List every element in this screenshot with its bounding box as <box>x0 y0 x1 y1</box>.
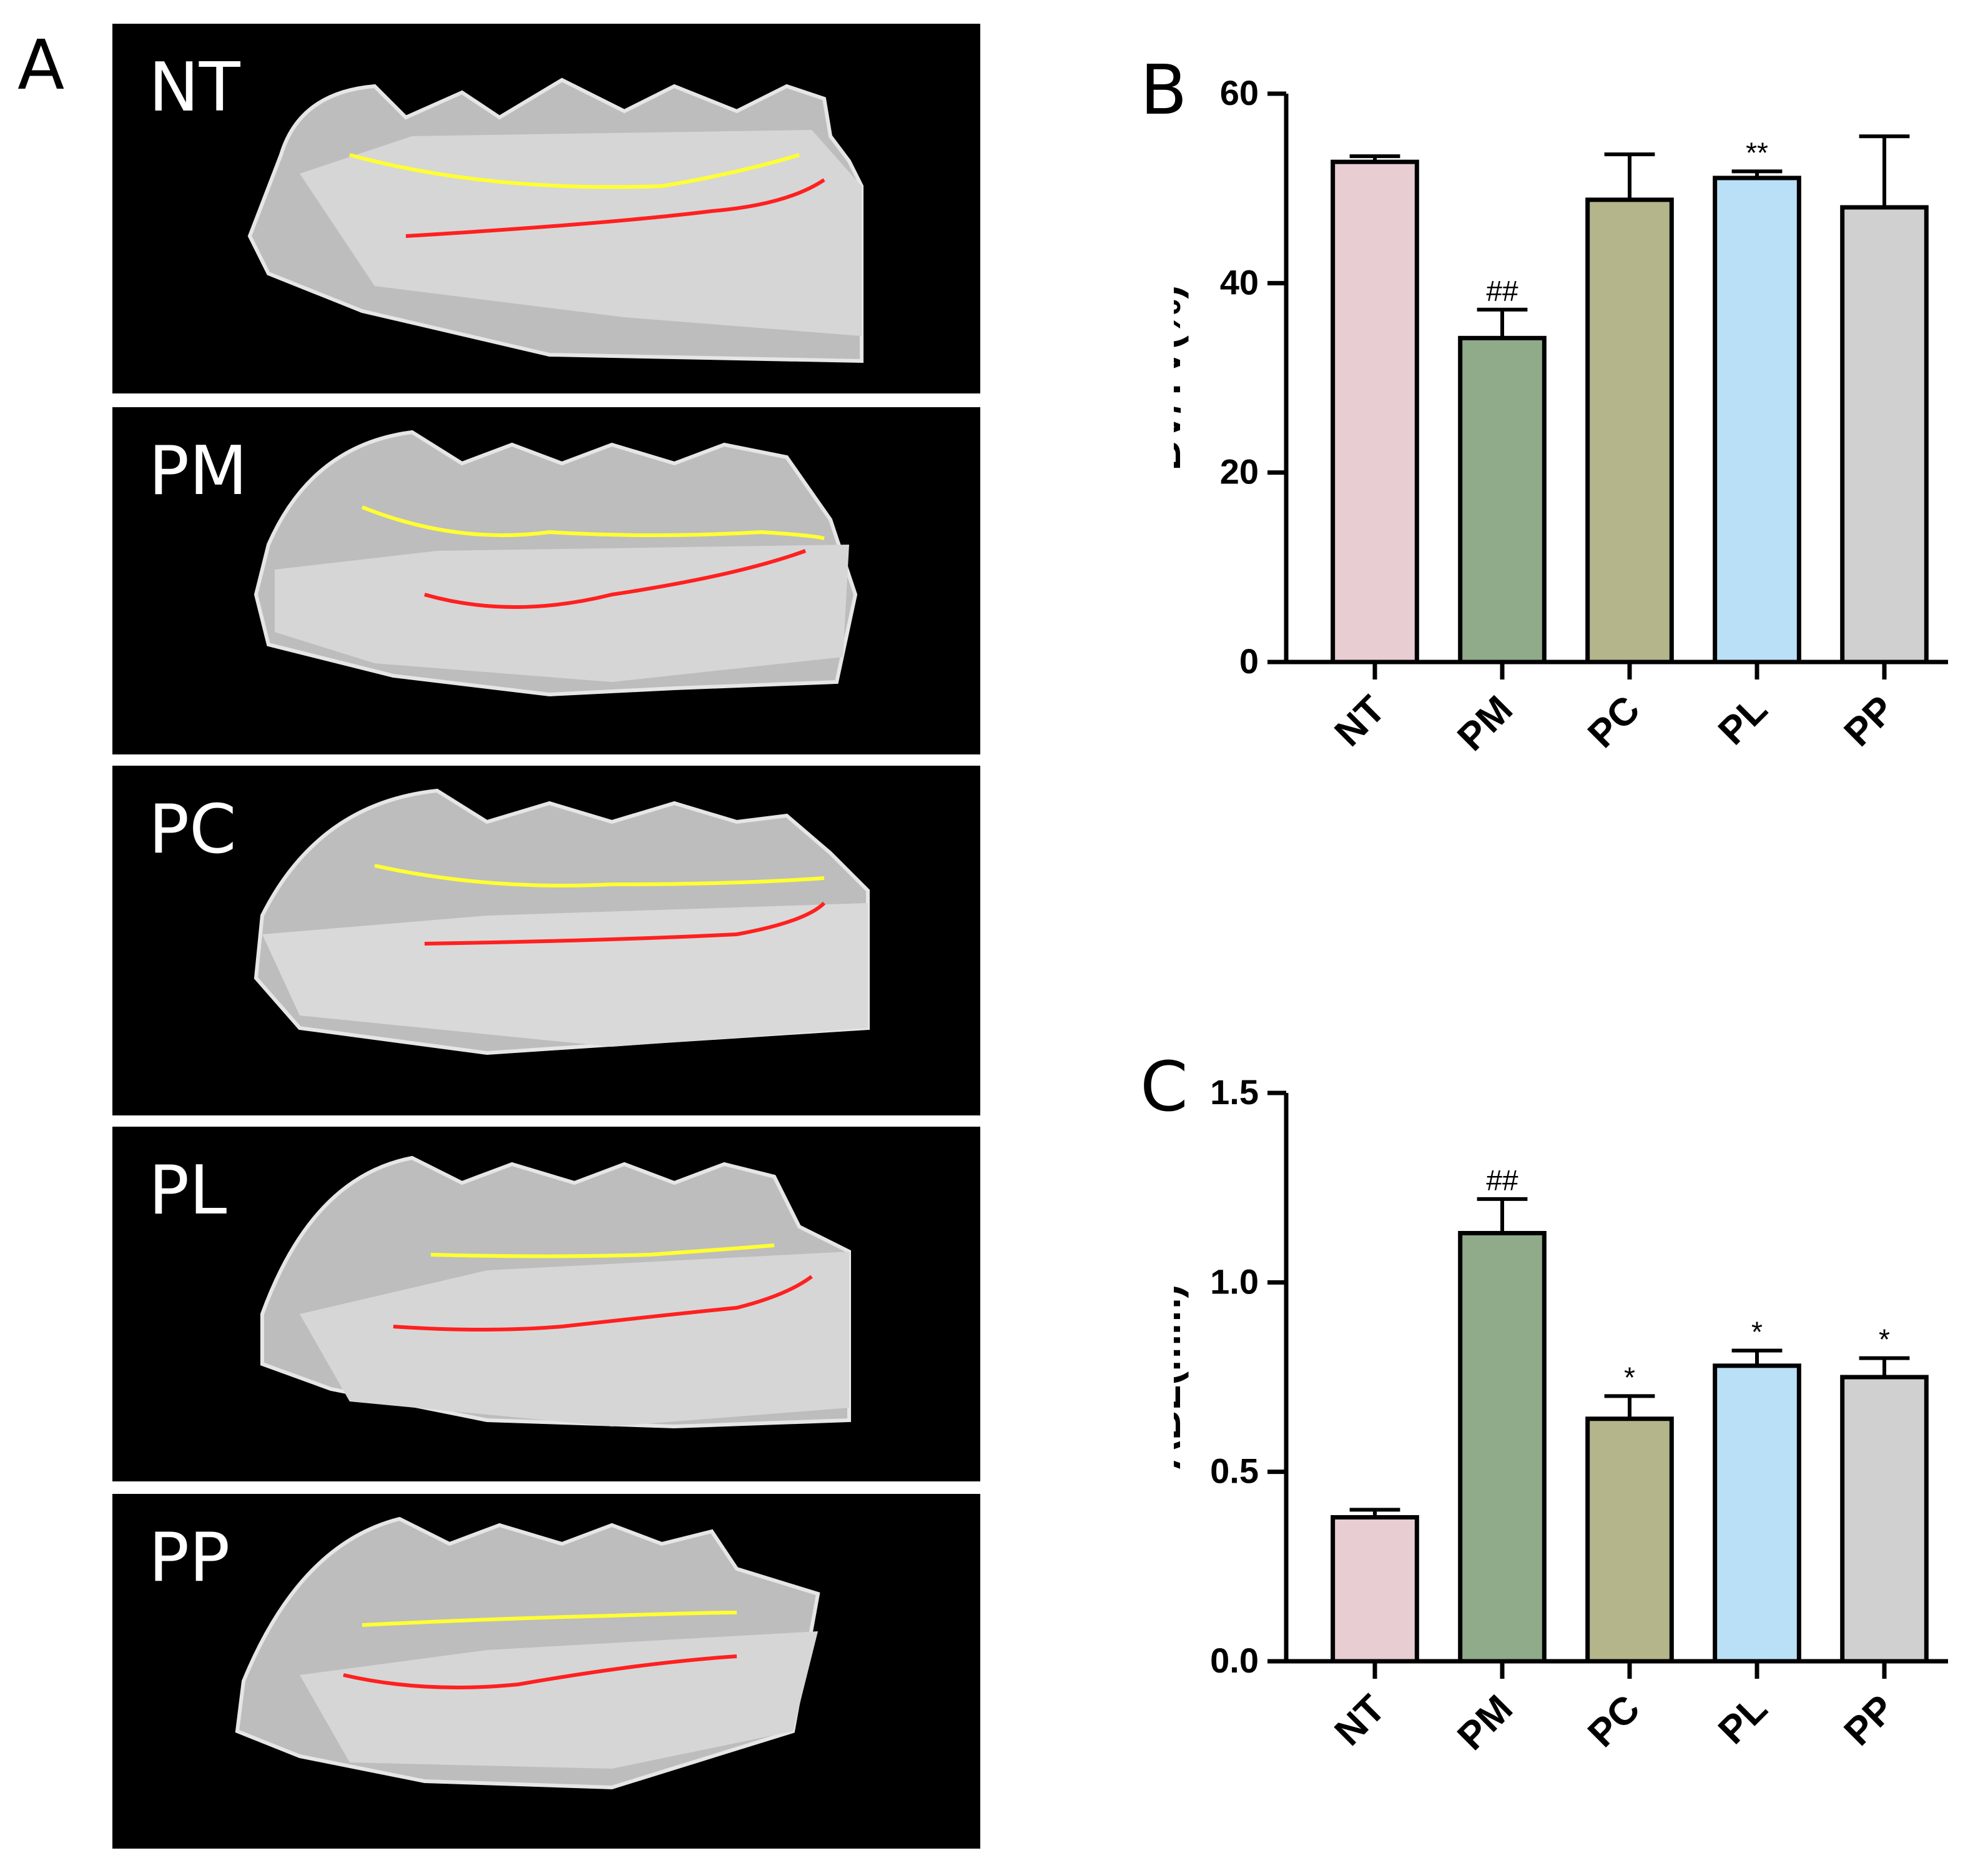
ct-scan-pp: PP <box>112 1494 980 1849</box>
significance-label: * <box>1751 1316 1763 1348</box>
bar-nt <box>1331 159 1419 665</box>
x-tick-label: PC <box>1580 688 1648 756</box>
y-tick-label: 0 <box>1239 641 1259 681</box>
y-axis-label: BV/TV(%) <box>1174 285 1189 471</box>
y-tick-label: 0.5 <box>1210 1451 1259 1491</box>
scan-label-pl: PL <box>149 1152 227 1230</box>
x-tick-label: PP <box>1836 688 1903 754</box>
scan-label-pm: PM <box>149 432 248 510</box>
y-tick-label: 1.5 <box>1210 1072 1259 1112</box>
x-tick-label: NT <box>1327 1687 1394 1754</box>
bvtv-bar-chart: 0 20 40 60 BV/TV(%) NT PM ## PC PL ** PP <box>1174 73 1948 759</box>
y-tick-label: 40 <box>1220 262 1259 302</box>
significance-label: ## <box>1486 1164 1518 1197</box>
bar-nt <box>1331 1515 1419 1664</box>
bar-pp <box>1840 1375 1929 1664</box>
significance-label: ## <box>1486 275 1518 307</box>
x-tick-label: PL <box>1710 1687 1776 1752</box>
jaw-render-pc <box>253 788 870 1055</box>
significance-label: * <box>1879 1323 1890 1356</box>
bar-pm <box>1458 335 1547 665</box>
ct-scan-pm: PM <box>112 407 980 754</box>
jaw-render-pp <box>235 1516 820 1790</box>
ct-scan-nt: NT <box>112 24 980 393</box>
y-axis-label: ABL(mm) <box>1174 1285 1189 1470</box>
y-tick-label: 0.0 <box>1210 1641 1259 1680</box>
ct-scan-pc: PC <box>112 766 980 1115</box>
significance-label: * <box>1624 1361 1635 1393</box>
x-tick-label: PC <box>1580 1687 1648 1756</box>
scan-label-nt: NT <box>149 49 240 127</box>
bar-pc <box>1585 1416 1674 1664</box>
bar-pm <box>1458 1230 1547 1664</box>
panel-c-letter: C <box>1140 1047 1188 1127</box>
x-tick-label: PM <box>1449 688 1521 759</box>
scan-label-pc: PC <box>149 791 237 869</box>
scan-label-pp: PP <box>149 1519 230 1597</box>
abl-bar-chart: 0.0 0.5 1.0 1.5 ABL(mm) NT PM ## PC * PL * PP * <box>1174 1072 1948 1759</box>
x-tick-label: NT <box>1327 688 1394 754</box>
y-tick-label: 20 <box>1220 452 1259 492</box>
y-tick-label: 1.0 <box>1210 1262 1259 1301</box>
bar-pl <box>1713 175 1801 665</box>
panel-a-letter: A <box>17 25 65 105</box>
panel-a: A NT PM PC <box>17 24 980 1849</box>
ct-scan-pl: PL <box>112 1127 980 1481</box>
panel-b-letter: B <box>1140 50 1188 130</box>
jaw-render-pm <box>253 430 858 697</box>
bar-pc <box>1585 197 1674 665</box>
jaw-render-nt <box>247 77 864 363</box>
x-tick-label: PM <box>1449 1687 1521 1759</box>
x-tick-label: PL <box>1710 688 1776 753</box>
bar-pl <box>1713 1363 1801 1664</box>
y-tick-label: 60 <box>1220 73 1259 112</box>
jaw-render-pl <box>260 1155 851 1429</box>
bar-pp <box>1840 205 1929 665</box>
x-tick-label: PP <box>1836 1687 1903 1754</box>
significance-label: ** <box>1746 136 1768 169</box>
